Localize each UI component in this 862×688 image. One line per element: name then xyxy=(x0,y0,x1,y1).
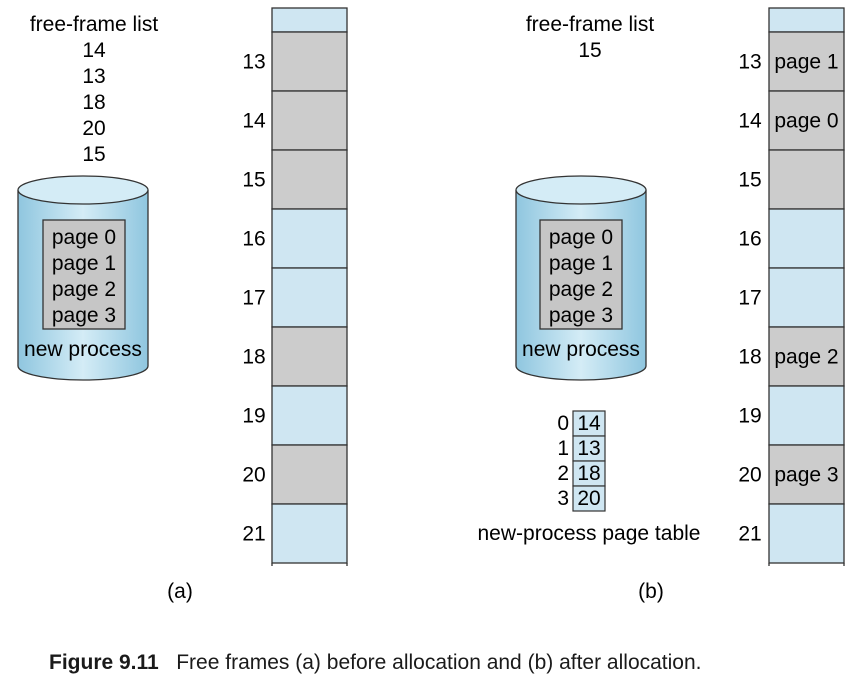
free-frame-list: 15 xyxy=(578,39,601,62)
frame-number: 16 xyxy=(738,228,761,251)
memory-frame-free xyxy=(768,90,845,151)
free-frame-list: 14 13 18 20 15 xyxy=(82,39,106,166)
frame-content: page 2 xyxy=(774,346,838,369)
page-table-frame: 13 xyxy=(577,437,600,460)
memory-frame-free xyxy=(271,444,348,505)
memory-frame-free xyxy=(271,31,348,92)
memory-frame-used xyxy=(768,385,845,446)
page-table-index: 2 xyxy=(557,462,569,485)
free-frame-number: 13 xyxy=(82,65,105,88)
free-frame-number: 18 xyxy=(82,91,105,114)
disk-top xyxy=(515,175,647,205)
figure-number: Figure 9.11 xyxy=(49,651,159,674)
page-table: 14 0 13 1 18 2 20 3 xyxy=(557,410,606,512)
disk-pages: page 0 page 1 page 2 page 3 xyxy=(549,226,613,327)
memory-frame-used xyxy=(271,385,348,446)
page-table-label: new-process page table xyxy=(478,522,701,545)
frame-number: 17 xyxy=(738,287,761,310)
page-table-index: 0 xyxy=(557,412,569,435)
frame-number: 13 xyxy=(242,51,265,74)
memory-frame-used xyxy=(768,267,845,328)
disk-label: new process xyxy=(522,338,640,361)
memory-frame-free xyxy=(768,444,845,505)
frame-number: 13 xyxy=(738,51,761,74)
frame-content: page 3 xyxy=(774,464,838,487)
memory-frame-used xyxy=(271,208,348,269)
frame-number: 18 xyxy=(242,346,265,369)
panel-label: (b) xyxy=(638,580,664,603)
frame-number: 20 xyxy=(738,464,761,487)
disk-label: new process xyxy=(24,338,142,361)
physical-memory: 13 page 1 14 page 0 15 16 17 18 page 2 19 20 page 3… xyxy=(738,7,845,566)
disk-pages: page 0 page 1 page 2 page 3 xyxy=(52,226,116,327)
memory-frame-free xyxy=(271,90,348,151)
panel-label: (a) xyxy=(167,580,193,603)
memory-frame-free xyxy=(271,326,348,387)
disk-page-label: page 0 xyxy=(52,226,116,249)
page-table-frame: 20 xyxy=(577,487,600,510)
frame-number: 18 xyxy=(738,346,761,369)
free-frame-number: 20 xyxy=(82,117,105,140)
frame-content: page 1 xyxy=(774,51,838,74)
memory-frame-used xyxy=(271,503,348,564)
frame-content: page 0 xyxy=(774,110,838,133)
disk-page-box xyxy=(539,219,623,330)
page-table-index: 3 xyxy=(557,487,569,510)
memory-frame-free xyxy=(768,31,845,92)
frame-number: 15 xyxy=(242,169,265,192)
frame-number: 14 xyxy=(242,110,266,133)
disk-page-label: page 3 xyxy=(52,304,116,327)
disk-cylinder: page 0 page 1 page 2 page 3 new process xyxy=(17,175,149,381)
frame-number: 16 xyxy=(242,228,265,251)
memory-frame-free xyxy=(768,149,845,210)
page-table-cell xyxy=(572,460,606,487)
page-table-index: 1 xyxy=(557,437,569,460)
physical-memory: 13 14 15 16 17 18 19 20 21 xyxy=(242,7,348,566)
frame-number: 15 xyxy=(738,169,761,192)
disk-top xyxy=(17,175,149,205)
figure-caption: Figure 9.11 Free frames (a) before alloc… xyxy=(49,651,702,675)
disk-page-label: page 0 xyxy=(549,226,613,249)
free-frame-list-title: free-frame list xyxy=(30,13,159,36)
memory-frame-used xyxy=(768,208,845,269)
frame-number: 17 xyxy=(242,287,265,310)
page-table-frame: 14 xyxy=(577,412,601,435)
memory-frame-free xyxy=(271,149,348,210)
disk-page-label: page 1 xyxy=(52,252,116,275)
memory-frame-partial xyxy=(768,7,845,33)
free-frame-number: 15 xyxy=(82,143,105,166)
frame-number: 19 xyxy=(242,405,265,428)
free-frame-number: 14 xyxy=(82,39,106,62)
memory-frame-used xyxy=(271,267,348,328)
disk-page-label: page 3 xyxy=(549,304,613,327)
free-frame-number: 15 xyxy=(578,39,601,62)
memory-frame-free xyxy=(768,326,845,387)
disk-cylinder: page 0 page 1 page 2 page 3 new process xyxy=(515,175,647,381)
frame-number: 21 xyxy=(242,523,265,546)
disk-page-label: page 1 xyxy=(549,252,613,275)
memory-frame-partial xyxy=(271,7,348,33)
frame-number: 19 xyxy=(738,405,761,428)
frame-number: 21 xyxy=(738,523,761,546)
page-table-cell xyxy=(572,485,606,512)
disk-page-label: page 2 xyxy=(52,278,116,301)
memory-frame-used xyxy=(768,503,845,564)
frame-number: 14 xyxy=(738,110,762,133)
figure-caption-text: Free frames (a) before allocation and (b… xyxy=(176,651,702,674)
free-frame-list-title: free-frame list xyxy=(526,13,655,36)
disk-page-label: page 2 xyxy=(549,278,613,301)
disk-page-box xyxy=(42,219,126,330)
page-table-frame: 18 xyxy=(577,462,600,485)
frame-number: 20 xyxy=(242,464,265,487)
